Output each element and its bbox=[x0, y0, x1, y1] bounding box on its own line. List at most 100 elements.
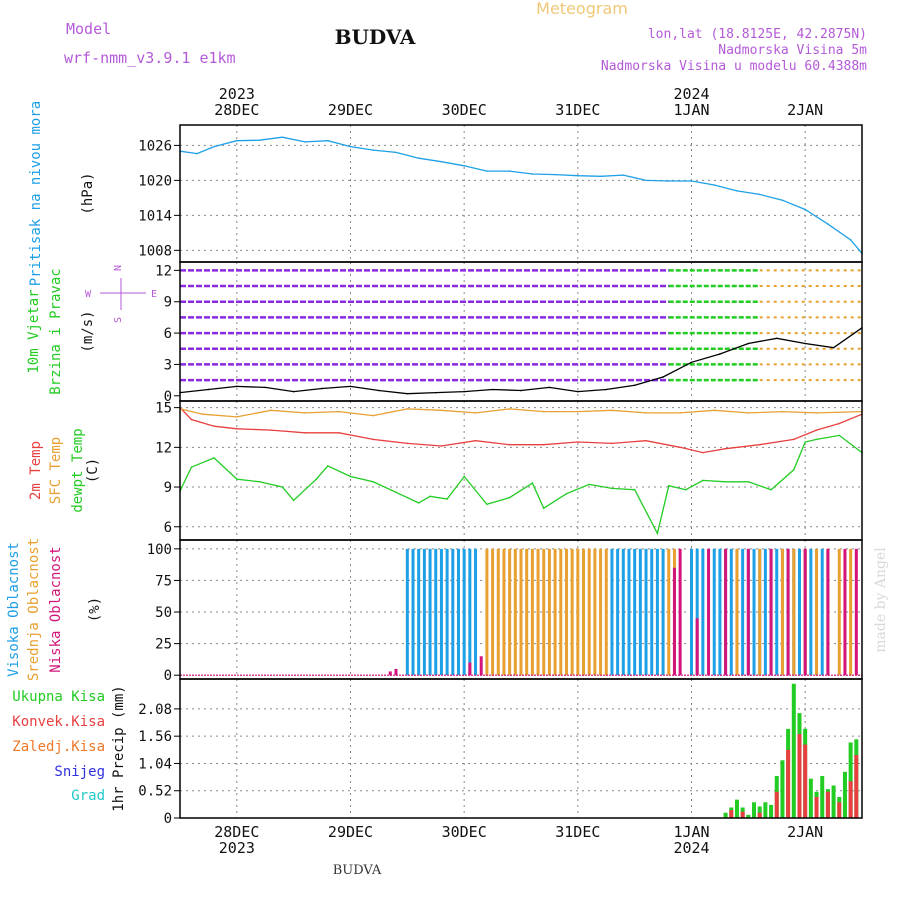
data-point bbox=[702, 479, 704, 482]
data-point bbox=[747, 342, 750, 345]
data-point bbox=[599, 175, 602, 178]
y-tick-label: 2.08 bbox=[138, 702, 172, 718]
bar bbox=[661, 548, 665, 676]
data-point bbox=[838, 422, 841, 425]
bottom-day-label: 31DEC bbox=[555, 823, 600, 841]
y-tick-label: 0.52 bbox=[138, 784, 172, 800]
data-point bbox=[577, 174, 579, 177]
bar bbox=[564, 548, 568, 676]
data-point bbox=[781, 199, 784, 202]
data-point bbox=[236, 428, 238, 430]
data-point bbox=[758, 193, 761, 196]
data-point bbox=[213, 457, 215, 459]
data-point bbox=[406, 442, 409, 445]
bar bbox=[604, 548, 608, 676]
data-layer bbox=[179, 136, 863, 818]
data-point bbox=[724, 480, 727, 483]
bottom-day-label: 28DEC bbox=[214, 823, 259, 841]
data-point bbox=[406, 392, 409, 395]
data-point bbox=[326, 465, 329, 467]
data-point bbox=[372, 414, 375, 417]
data-point bbox=[633, 488, 636, 491]
bar bbox=[582, 548, 586, 676]
data-point bbox=[662, 376, 664, 378]
data-point bbox=[747, 480, 750, 483]
bar bbox=[434, 548, 438, 676]
data-point bbox=[542, 507, 545, 510]
bar bbox=[803, 548, 807, 676]
data-point bbox=[520, 389, 522, 392]
bar bbox=[775, 548, 779, 676]
panel-frames bbox=[174, 124, 863, 819]
bar bbox=[638, 548, 642, 676]
bar bbox=[815, 548, 819, 676]
bar bbox=[405, 548, 409, 676]
bar bbox=[712, 548, 716, 676]
bar bbox=[701, 548, 705, 676]
compass-west: W bbox=[85, 289, 92, 300]
bar bbox=[468, 548, 472, 676]
data-point bbox=[304, 431, 306, 434]
y-axis-unit: (C) bbox=[85, 458, 101, 483]
bar bbox=[627, 548, 631, 676]
watermark: made by Angel bbox=[873, 547, 889, 653]
data-point bbox=[804, 342, 806, 345]
y-tick-label: 3 bbox=[164, 357, 172, 373]
data-point bbox=[758, 443, 761, 446]
series-line bbox=[179, 408, 863, 418]
bar bbox=[599, 548, 603, 676]
data-point bbox=[236, 478, 238, 480]
data-point bbox=[713, 409, 716, 412]
bar bbox=[757, 812, 762, 818]
data-point bbox=[832, 346, 835, 349]
bar bbox=[491, 548, 495, 676]
y-axis-unit: (%) bbox=[87, 597, 103, 622]
legend-label: Grad bbox=[71, 788, 105, 804]
bar bbox=[621, 548, 625, 676]
data-point bbox=[656, 532, 659, 535]
data-point bbox=[446, 498, 448, 500]
data-point bbox=[542, 410, 545, 413]
bar bbox=[826, 548, 830, 676]
bar bbox=[417, 548, 421, 676]
compass-east: E bbox=[151, 289, 157, 300]
data-point bbox=[201, 413, 204, 416]
data-point bbox=[372, 480, 375, 483]
bar bbox=[536, 548, 540, 676]
bar bbox=[825, 791, 830, 818]
data-point bbox=[815, 412, 818, 414]
y-tick-label: 1026 bbox=[138, 138, 172, 154]
bar bbox=[485, 548, 489, 676]
top-year-label: 2023 bbox=[219, 85, 255, 103]
bar bbox=[740, 811, 745, 818]
data-point bbox=[736, 190, 738, 192]
data-point bbox=[236, 385, 238, 388]
data-point bbox=[775, 337, 778, 340]
data-point bbox=[486, 170, 488, 172]
y-axis-label: Niska Oblacnost bbox=[48, 546, 64, 672]
legend-label: Ukupna Kisa bbox=[12, 689, 105, 705]
data-point bbox=[508, 170, 511, 172]
bar bbox=[763, 802, 768, 818]
bar bbox=[707, 548, 711, 676]
data-point bbox=[554, 173, 556, 176]
y-tick-label: 12 bbox=[155, 263, 172, 279]
bar bbox=[854, 755, 859, 818]
bar bbox=[769, 548, 773, 676]
data-point bbox=[679, 446, 681, 449]
bar bbox=[593, 548, 597, 676]
data-point bbox=[474, 412, 477, 414]
y-tick-label: 100 bbox=[147, 542, 172, 558]
bar bbox=[752, 802, 757, 818]
data-point bbox=[804, 441, 806, 443]
top-year-label: 2024 bbox=[673, 85, 709, 103]
y-tick-label: 0 bbox=[164, 389, 172, 405]
bar bbox=[831, 785, 836, 818]
bar bbox=[388, 671, 392, 676]
data-point bbox=[667, 484, 670, 487]
data-point bbox=[713, 184, 716, 186]
bar bbox=[610, 548, 614, 676]
data-point bbox=[690, 361, 693, 364]
y-tick-label: 1014 bbox=[138, 208, 172, 224]
elevation-text: Nadmorska Visina 5m bbox=[718, 43, 867, 58]
